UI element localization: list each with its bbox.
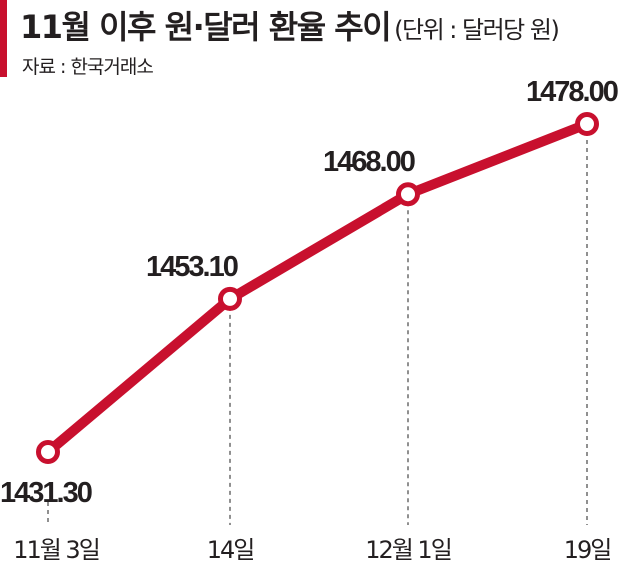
source-note: 자료 : 한국거래소 [22,56,154,78]
data-point [218,286,242,311]
value-labels: 1431.30 1453.10 1468.00 1478.00 [0,76,620,509]
value-label: 1431.30 [0,477,92,509]
chart-title: 11월 이후 원·달러 환율 추이 (단위 : 달러당 원) [20,2,560,48]
title-unit: (단위 : 달러당 원) [394,16,560,44]
x-axis-labels: 11월 3일 14일 12월 1일 19일 [13,536,612,564]
x-axis-label: 12월 1일 [365,536,451,564]
data-point [396,182,420,207]
guide-lines [47,124,588,525]
accent-bar [0,0,7,77]
x-axis-label: 14일 [207,536,254,564]
x-axis-label: 11월 3일 [13,536,99,564]
value-label: 1468.00 [323,146,415,178]
x-axis-label: 19일 [564,536,611,564]
data-point [36,440,60,464]
series-line [43,119,592,457]
data-points [36,112,599,464]
value-label: 1453.10 [146,251,238,283]
data-point [575,112,599,136]
value-label: 1478.00 [526,76,618,108]
title-main: 11월 이후 원·달러 환율 추이 [20,8,392,46]
